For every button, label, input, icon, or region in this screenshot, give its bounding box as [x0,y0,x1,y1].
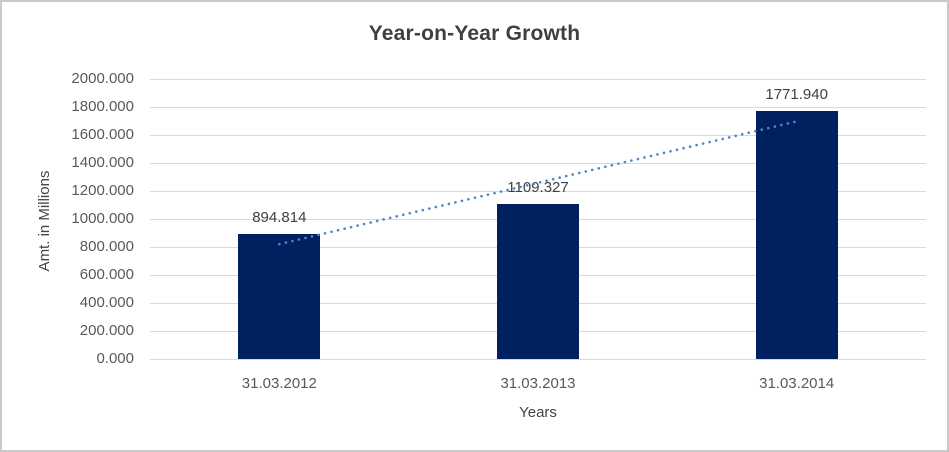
y-axis-tick-label: 1800.000 [71,98,134,115]
bar [238,233,321,359]
data-label: 1109.327 [507,178,569,196]
x-axis-tick-label: 31.03.2013 [500,375,576,392]
y-axis-tick-label: 200.000 [79,322,134,339]
bar [755,110,838,359]
y-axis-tick-label: 1200.000 [71,182,134,199]
gridline [150,358,926,360]
y-axis-tick-label: 800.000 [79,238,134,255]
y-axis-tick-label: 1000.000 [71,210,134,227]
y-axis-tick-label: 0.000 [96,350,134,367]
y-axis-tick-label: 600.000 [79,266,134,283]
data-label: 894.814 [252,208,307,226]
gridline [150,78,926,80]
chart-title: Year-on-Year Growth [368,22,581,45]
x-axis-tick-label: 31.03.2014 [759,375,835,392]
y-axis-tick-label: 2000.000 [71,70,134,87]
y-axis-title: Amt. in Millions [36,170,53,272]
y-axis-tick-label: 1600.000 [71,126,134,143]
gridline [150,106,926,108]
x-axis-title: Years [519,404,557,421]
x-axis-tick-label: 31.03.2012 [241,375,317,392]
bar [497,203,579,359]
y-axis-tick-label: 1400.000 [71,154,134,171]
data-label: 1771.940 [765,85,828,103]
y-axis-tick-label: 400.000 [79,294,134,311]
